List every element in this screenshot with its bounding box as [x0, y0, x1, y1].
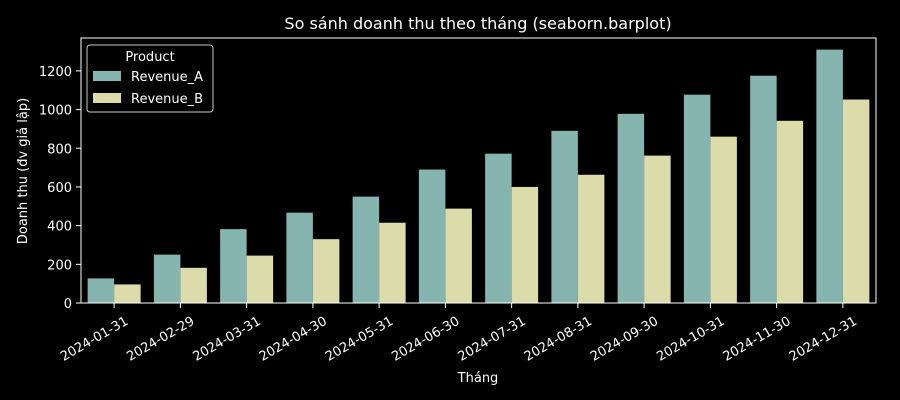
bar-revenue-b-2024-01-31	[114, 284, 141, 303]
bar-revenue-a-2024-12-31	[816, 49, 843, 303]
chart-title: So sánh doanh thu theo tháng (seaborn.ba…	[284, 14, 671, 33]
bar-revenue-a-2024-07-31	[485, 153, 512, 303]
y-tick-label: 1200	[39, 65, 72, 80]
bar-revenue-a-2024-10-31	[683, 94, 711, 304]
y-tick-label: 1000	[39, 104, 72, 119]
legend-label-revenue-b: Revenue_B	[131, 92, 203, 107]
y-tick-label: 800	[47, 142, 72, 157]
plot-frame	[80, 37, 877, 304]
legend: Product Revenue_A Revenue_B	[86, 44, 214, 113]
y-tick-label: 400	[47, 220, 72, 235]
bar-revenue-b-2024-12-31	[842, 99, 870, 303]
y-axis: 0 200 400 600 800 1000 1200	[39, 65, 81, 312]
bar-revenue-b-2024-08-31	[577, 174, 605, 303]
legend-title: Product	[125, 50, 174, 65]
bars-group	[87, 49, 870, 304]
bar-revenue-b-2024-09-30	[644, 155, 671, 303]
legend-swatch-revenue-b	[93, 93, 121, 103]
y-tick-label: 200	[47, 258, 72, 273]
legend-label-revenue-a: Revenue_A	[131, 70, 203, 85]
y-tick-label: 0	[64, 297, 72, 312]
bar-revenue-a-2024-03-31	[220, 229, 247, 303]
bar-revenue-b-2024-10-31	[710, 136, 737, 303]
legend-swatch-revenue-a	[93, 71, 121, 81]
bar-revenue-b-2024-02-29	[180, 267, 207, 303]
bar-revenue-a-2024-08-31	[551, 130, 578, 303]
bar-revenue-a-2024-11-30	[750, 75, 777, 303]
bar-revenue-a-2024-05-31	[352, 196, 380, 303]
bar-revenue-b-2024-06-30	[445, 208, 472, 303]
x-axis-title: Tháng	[457, 371, 499, 386]
bar-revenue-b-2024-07-31	[511, 186, 539, 303]
bar-revenue-b-2024-05-31	[379, 222, 406, 303]
bar-revenue-b-2024-11-30	[776, 120, 804, 303]
bar-revenue-b-2024-03-31	[246, 255, 274, 303]
y-tick-label: 600	[47, 181, 72, 196]
bar-revenue-a-2024-01-31	[87, 278, 115, 303]
y-axis-title: Doanh thu (đv giả lập)	[16, 98, 31, 244]
bar-revenue-a-2024-06-30	[418, 169, 446, 303]
bar-revenue-a-2024-04-30	[286, 212, 313, 303]
bar-revenue-a-2024-09-30	[617, 113, 645, 303]
bar-revenue-b-2024-04-30	[312, 239, 340, 303]
bar-revenue-a-2024-02-29	[153, 254, 181, 303]
